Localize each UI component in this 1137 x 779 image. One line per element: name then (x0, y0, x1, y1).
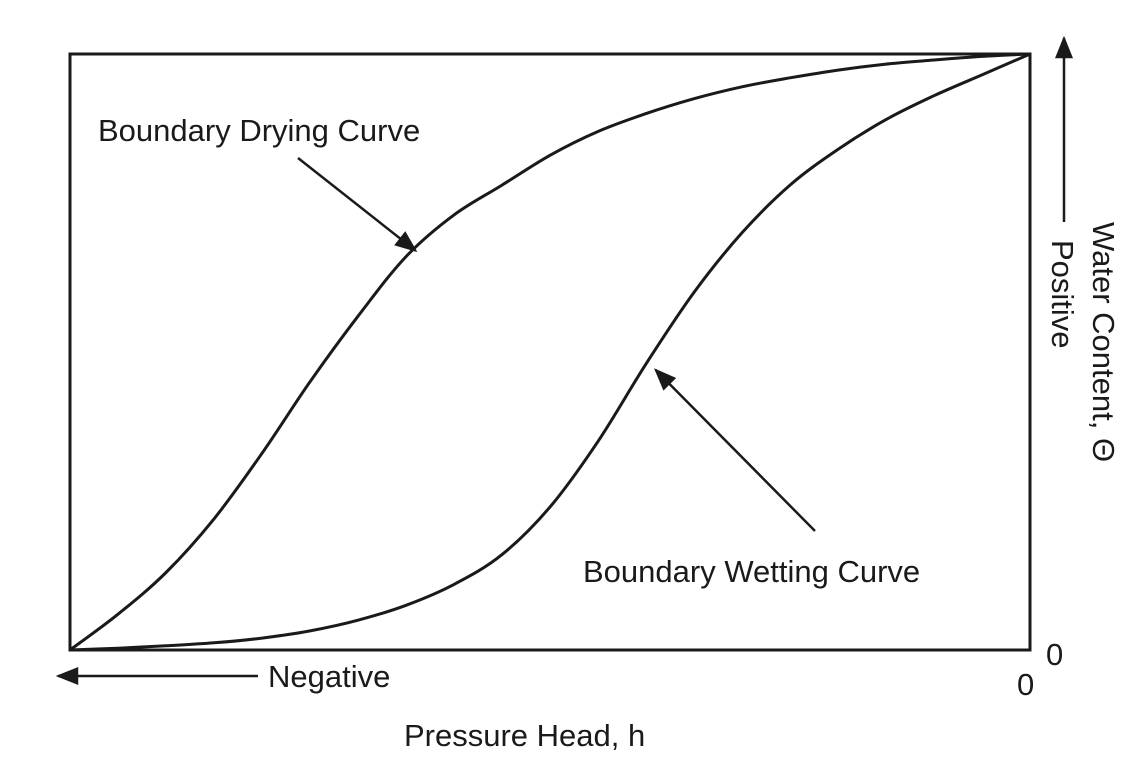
series-line-boundary-wetting (69, 52, 1031, 652)
x-direction-label: Negative (268, 659, 390, 694)
y-axis-title: Water Content, Θ (1086, 222, 1121, 462)
y-origin-tick-label: 0 (1046, 637, 1063, 672)
plot-frame (68, 52, 1032, 652)
x-axis-title: Pressure Head, h (404, 718, 645, 753)
annotation-drying-label: Boundary Drying Curve (98, 113, 420, 148)
annotation-drying-arrow (297, 157, 418, 253)
annotation-wetting-arrow (654, 368, 816, 532)
series-line-boundary-drying (69, 52, 1031, 652)
y-direction-label: Positive (1045, 240, 1080, 349)
annotation-wetting-label: Boundary Wetting Curve (583, 554, 920, 589)
x-origin-tick-label: 0 (1017, 667, 1034, 702)
